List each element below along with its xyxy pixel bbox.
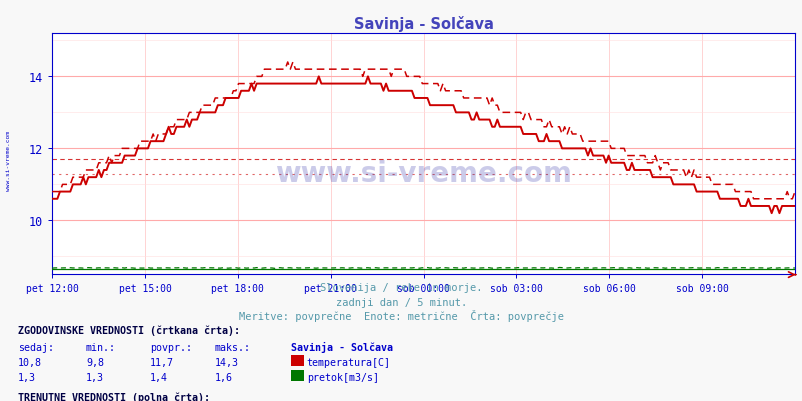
Text: 1,4: 1,4 xyxy=(150,372,168,382)
Text: 1,3: 1,3 xyxy=(86,372,103,382)
Text: 11,7: 11,7 xyxy=(150,357,174,367)
Text: zadnji dan / 5 minut.: zadnji dan / 5 minut. xyxy=(335,297,467,307)
Text: 9,8: 9,8 xyxy=(86,357,103,367)
Text: www.si-vreme.com: www.si-vreme.com xyxy=(6,130,11,190)
Text: Savinja - Solčava: Savinja - Solčava xyxy=(290,341,392,352)
Text: sedaj:: sedaj: xyxy=(18,342,54,352)
Text: Meritve: povprečne  Enote: metrične  Črta: povprečje: Meritve: povprečne Enote: metrične Črta:… xyxy=(239,309,563,321)
Text: 1,3: 1,3 xyxy=(18,372,35,382)
Text: Slovenija / reke in morje.: Slovenija / reke in morje. xyxy=(320,283,482,293)
Text: ZGODOVINSKE VREDNOSTI (črtkana črta):: ZGODOVINSKE VREDNOSTI (črtkana črta): xyxy=(18,324,239,335)
Text: 14,3: 14,3 xyxy=(214,357,238,367)
Text: maks.:: maks.: xyxy=(214,342,250,352)
Text: 1,6: 1,6 xyxy=(214,372,232,382)
Text: 10,8: 10,8 xyxy=(18,357,42,367)
Text: pretok[m3/s]: pretok[m3/s] xyxy=(306,372,379,382)
Text: TRENUTNE VREDNOSTI (polna črta):: TRENUTNE VREDNOSTI (polna črta): xyxy=(18,392,209,401)
Text: min.:: min.: xyxy=(86,342,115,352)
Text: povpr.:: povpr.: xyxy=(150,342,192,352)
Title: Savinja - Solčava: Savinja - Solčava xyxy=(353,16,493,32)
Text: temperatura[C]: temperatura[C] xyxy=(306,357,391,367)
Text: www.si-vreme.com: www.si-vreme.com xyxy=(275,160,571,188)
